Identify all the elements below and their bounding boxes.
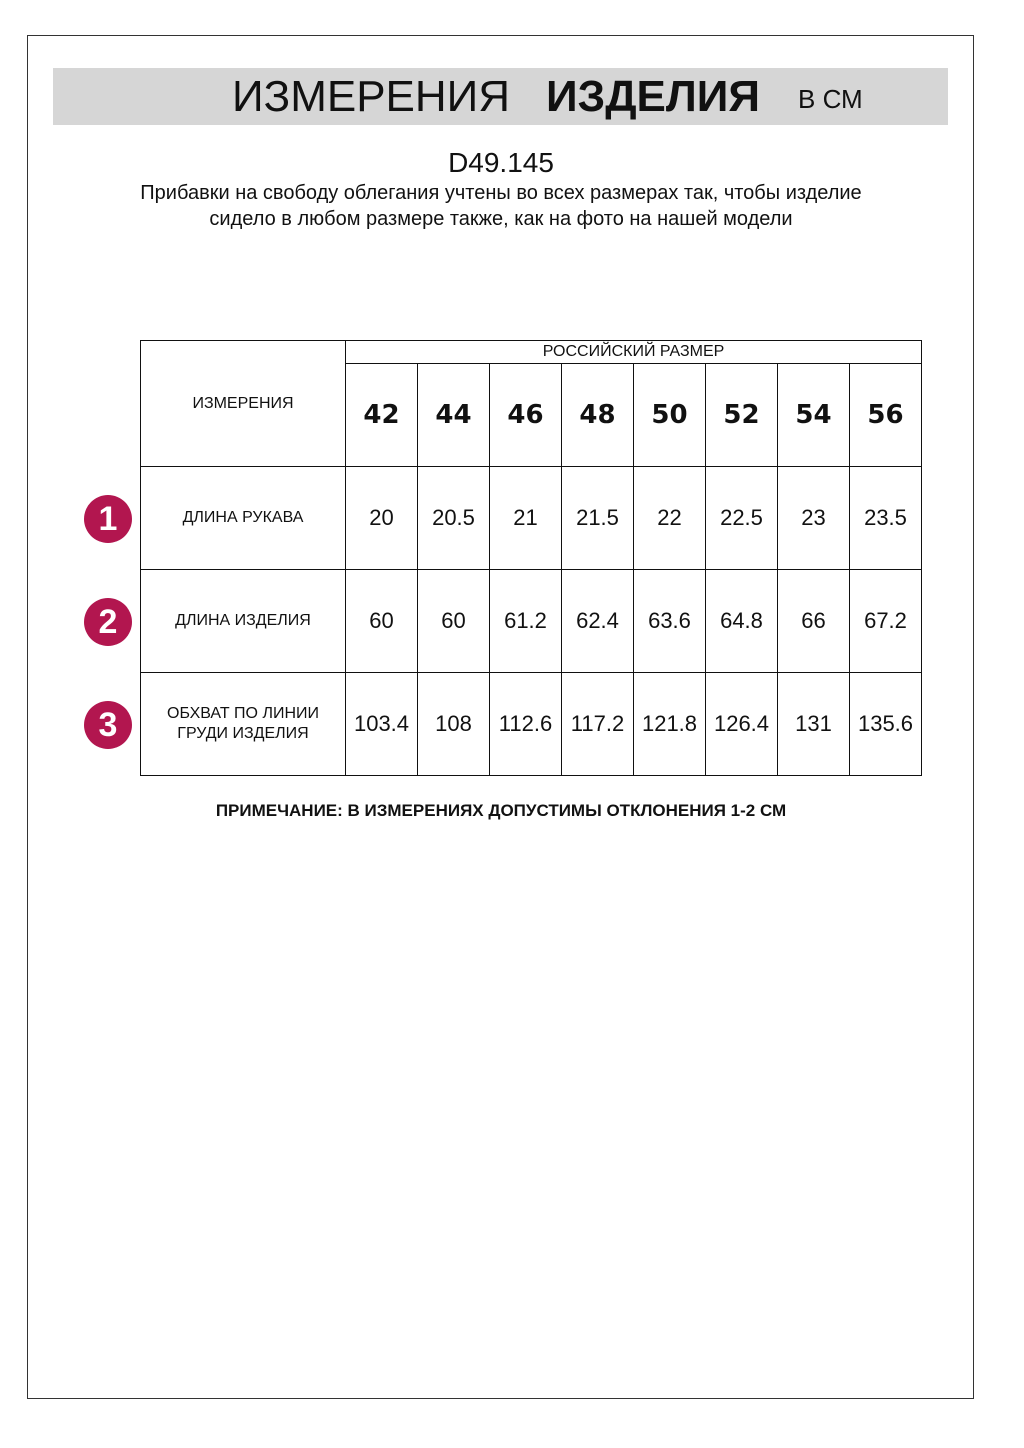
measurement-value: 23.5 xyxy=(849,466,922,570)
row-number-badge: 1 xyxy=(84,495,132,543)
measurement-label: ОБХВАТ ПО ЛИНИИ ГРУДИ ИЗДЕЛИЯ xyxy=(140,672,346,776)
measurement-value: 20 xyxy=(345,466,418,570)
page-frame xyxy=(27,35,974,1399)
product-code: D49.145 xyxy=(448,147,554,178)
size-header: 46 xyxy=(489,363,562,467)
measurement-value: 21 xyxy=(489,466,562,570)
title-bold: ИЗДЕЛИЯ xyxy=(546,72,761,121)
measurement-value: 60 xyxy=(417,569,490,673)
size-header: 44 xyxy=(417,363,490,467)
row-number-badge: 3 xyxy=(84,701,132,749)
measurement-value: 66 xyxy=(777,569,850,673)
table-row: ДЛИНА ИЗДЕЛИЯ 60 60 61.2 62.4 63.6 64.8 66 67.2 xyxy=(140,569,922,673)
measurement-label: ДЛИНА ИЗДЕЛИЯ xyxy=(140,569,346,673)
measurement-value: 64.8 xyxy=(705,569,778,673)
measurement-value: 21.5 xyxy=(561,466,634,570)
measurement-value: 135.6 xyxy=(849,672,922,776)
size-header: 52 xyxy=(705,363,778,467)
measurement-value: 22 xyxy=(633,466,706,570)
description: Прибавки на свободу облегания учтены во … xyxy=(140,182,862,230)
measurement-label: ДЛИНА РУКАВА xyxy=(140,466,346,570)
group-header: РОССИЙСКИЙ РАЗМЕР xyxy=(345,340,922,364)
size-header: 48 xyxy=(561,363,634,467)
measurement-value: 103.4 xyxy=(345,672,418,776)
measurement-value: 60 xyxy=(345,569,418,673)
size-table: ИЗМЕРЕНИЯ РОССИЙСКИЙ РАЗМЕР 42 44 46 48 50 52… xyxy=(140,340,922,776)
measurement-value: 131 xyxy=(777,672,850,776)
title-regular: ИЗМЕРЕНИЯ xyxy=(232,72,511,121)
size-header: 50 xyxy=(633,363,706,467)
row-number-badge: 2 xyxy=(84,598,132,646)
unit-label: В СМ xyxy=(798,84,863,114)
measurement-value: 62.4 xyxy=(561,569,634,673)
measurement-value: 63.6 xyxy=(633,569,706,673)
measurement-value: 121.8 xyxy=(633,672,706,776)
measurement-value: 61.2 xyxy=(489,569,562,673)
row-header: ИЗМЕРЕНИЯ xyxy=(140,340,346,467)
size-header: 42 xyxy=(345,363,418,467)
note: ПРИМЕЧАНИЕ: В ИЗМЕРЕНИЯХ ДОПУСТИМЫ ОТКЛО… xyxy=(215,801,787,820)
measurement-value: 67.2 xyxy=(849,569,922,673)
measurement-value: 23 xyxy=(777,466,850,570)
table-row: ДЛИНА РУКАВА 20 20.5 21 21.5 22 22.5 23 23.5 xyxy=(140,466,922,570)
measurement-value: 117.2 xyxy=(561,672,634,776)
measurement-value: 108 xyxy=(417,672,490,776)
measurement-value: 22.5 xyxy=(705,466,778,570)
title-banner xyxy=(53,68,948,125)
measurement-value: 20.5 xyxy=(417,466,490,570)
measurement-value: 112.6 xyxy=(489,672,562,776)
size-header: 56 xyxy=(849,363,922,467)
size-header: 54 xyxy=(777,363,850,467)
table-row: ОБХВАТ ПО ЛИНИИ ГРУДИ ИЗДЕЛИЯ 103.4 108 112… xyxy=(140,672,922,776)
measurement-value: 126.4 xyxy=(705,672,778,776)
